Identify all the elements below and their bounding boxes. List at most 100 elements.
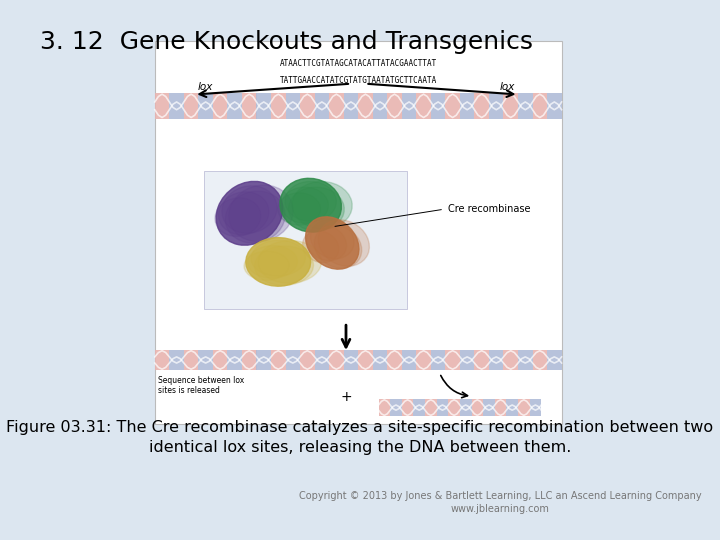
FancyBboxPatch shape xyxy=(213,93,228,119)
Ellipse shape xyxy=(248,246,297,278)
Text: Sequence between lox
sites is released: Sequence between lox sites is released xyxy=(158,376,245,395)
FancyBboxPatch shape xyxy=(155,350,169,370)
FancyBboxPatch shape xyxy=(449,399,460,416)
FancyBboxPatch shape xyxy=(460,93,474,119)
FancyBboxPatch shape xyxy=(286,93,300,119)
FancyBboxPatch shape xyxy=(530,399,541,416)
FancyBboxPatch shape xyxy=(256,350,271,370)
Ellipse shape xyxy=(251,240,305,276)
Text: ATAACTTCGTATAGCATACATTATACGAACTTAT: ATAACTTCGTATAGCATACATTATACGAACTTAT xyxy=(279,59,437,69)
FancyBboxPatch shape xyxy=(184,93,199,119)
FancyBboxPatch shape xyxy=(379,399,390,416)
Ellipse shape xyxy=(229,185,293,241)
Ellipse shape xyxy=(225,191,285,243)
Text: lox: lox xyxy=(198,82,213,92)
Ellipse shape xyxy=(246,238,310,286)
FancyBboxPatch shape xyxy=(547,93,562,119)
Text: TATTGAACCATATCGTATGTAATATGCTTCAATA: TATTGAACCATATCGTATGTAATATGCTTCAATA xyxy=(279,76,437,85)
FancyBboxPatch shape xyxy=(315,93,329,119)
Ellipse shape xyxy=(310,220,354,259)
FancyBboxPatch shape xyxy=(506,399,518,416)
FancyBboxPatch shape xyxy=(155,40,562,424)
FancyBboxPatch shape xyxy=(436,399,449,416)
FancyBboxPatch shape xyxy=(474,350,489,370)
FancyBboxPatch shape xyxy=(387,93,402,119)
FancyBboxPatch shape xyxy=(242,93,256,119)
Ellipse shape xyxy=(302,231,339,262)
FancyBboxPatch shape xyxy=(213,350,228,370)
Ellipse shape xyxy=(255,246,313,285)
FancyBboxPatch shape xyxy=(300,350,315,370)
FancyBboxPatch shape xyxy=(286,350,300,370)
FancyBboxPatch shape xyxy=(271,93,286,119)
FancyBboxPatch shape xyxy=(199,350,213,370)
FancyBboxPatch shape xyxy=(431,93,446,119)
FancyBboxPatch shape xyxy=(315,350,329,370)
FancyBboxPatch shape xyxy=(518,350,533,370)
FancyBboxPatch shape xyxy=(373,93,387,119)
FancyBboxPatch shape xyxy=(300,93,315,119)
Ellipse shape xyxy=(215,198,261,237)
FancyBboxPatch shape xyxy=(343,93,359,119)
Ellipse shape xyxy=(292,181,352,229)
FancyBboxPatch shape xyxy=(373,350,387,370)
FancyBboxPatch shape xyxy=(242,350,256,370)
Text: +: + xyxy=(340,390,352,404)
FancyBboxPatch shape xyxy=(472,399,483,416)
FancyBboxPatch shape xyxy=(547,350,562,370)
Text: 3. 12  Gene Knockouts and Transgenics: 3. 12 Gene Knockouts and Transgenics xyxy=(40,30,533,53)
FancyBboxPatch shape xyxy=(329,93,343,119)
FancyBboxPatch shape xyxy=(431,350,446,370)
FancyBboxPatch shape xyxy=(425,399,436,416)
Ellipse shape xyxy=(218,192,269,235)
FancyBboxPatch shape xyxy=(256,93,271,119)
Ellipse shape xyxy=(280,178,341,232)
Text: Copyright © 2013 by Jones & Bartlett Learning, LLC an Ascend Learning Company: Copyright © 2013 by Jones & Bartlett Lea… xyxy=(299,491,702,501)
FancyBboxPatch shape xyxy=(474,93,489,119)
FancyBboxPatch shape xyxy=(413,399,425,416)
FancyBboxPatch shape xyxy=(416,93,431,119)
FancyBboxPatch shape xyxy=(503,350,518,370)
FancyBboxPatch shape xyxy=(460,399,472,416)
Ellipse shape xyxy=(282,187,328,223)
FancyBboxPatch shape xyxy=(390,399,402,416)
FancyBboxPatch shape xyxy=(271,350,286,370)
Ellipse shape xyxy=(307,225,346,261)
FancyBboxPatch shape xyxy=(199,93,213,119)
FancyBboxPatch shape xyxy=(329,350,343,370)
FancyBboxPatch shape xyxy=(495,399,506,416)
Text: Figure 03.31: The Cre recombinase catalyzes a site-specific recombination betwee: Figure 03.31: The Cre recombinase cataly… xyxy=(6,420,714,435)
FancyBboxPatch shape xyxy=(228,350,242,370)
FancyBboxPatch shape xyxy=(533,93,547,119)
Ellipse shape xyxy=(305,217,359,269)
FancyBboxPatch shape xyxy=(446,350,460,370)
FancyBboxPatch shape xyxy=(489,93,503,119)
FancyBboxPatch shape xyxy=(416,350,431,370)
FancyBboxPatch shape xyxy=(169,350,184,370)
Ellipse shape xyxy=(258,240,322,284)
Text: www.jblearning.com: www.jblearning.com xyxy=(451,504,550,514)
FancyBboxPatch shape xyxy=(489,350,503,370)
FancyBboxPatch shape xyxy=(503,93,518,119)
FancyBboxPatch shape xyxy=(228,93,242,119)
Ellipse shape xyxy=(289,187,344,231)
Text: lox: lox xyxy=(500,82,515,92)
Ellipse shape xyxy=(222,186,277,233)
FancyBboxPatch shape xyxy=(184,350,199,370)
FancyBboxPatch shape xyxy=(402,350,416,370)
Ellipse shape xyxy=(244,251,289,280)
FancyBboxPatch shape xyxy=(446,93,460,119)
FancyBboxPatch shape xyxy=(169,93,184,119)
FancyBboxPatch shape xyxy=(387,350,402,370)
Text: Cre recombinase: Cre recombinase xyxy=(448,204,530,214)
FancyBboxPatch shape xyxy=(204,171,407,309)
Ellipse shape xyxy=(216,181,283,245)
FancyBboxPatch shape xyxy=(358,350,373,370)
FancyBboxPatch shape xyxy=(460,350,474,370)
FancyBboxPatch shape xyxy=(358,93,373,119)
FancyBboxPatch shape xyxy=(518,399,530,416)
FancyBboxPatch shape xyxy=(483,399,495,416)
FancyBboxPatch shape xyxy=(518,93,533,119)
FancyBboxPatch shape xyxy=(155,93,169,119)
FancyBboxPatch shape xyxy=(402,93,416,119)
